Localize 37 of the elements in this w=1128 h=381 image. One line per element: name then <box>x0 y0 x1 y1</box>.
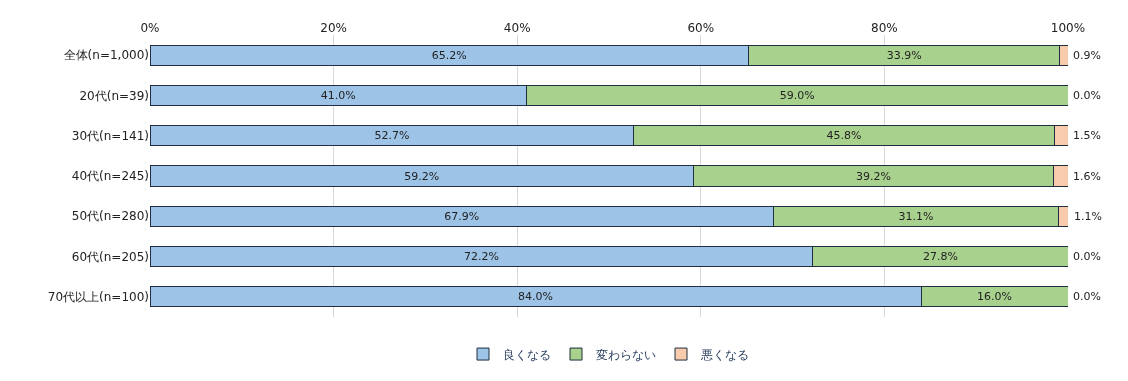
y-tick-label: 60代(n=205) <box>71 249 149 264</box>
y-tick-label: 30代(n=141) <box>71 128 149 143</box>
data-label: 0.9% <box>1073 49 1101 62</box>
y-tick-label: 20代(n=39) <box>79 88 149 103</box>
legend-label: 良くなる <box>503 347 551 362</box>
legend-label: 変わらない <box>596 347 656 362</box>
data-label: 31.1% <box>898 209 934 223</box>
data-label: 41.0% <box>320 88 356 102</box>
y-tick-label: 50代(n=280) <box>71 209 149 224</box>
data-label: 59.2% <box>404 169 440 183</box>
y-tick-label: 70代以上(n=100) <box>47 290 149 305</box>
y-tick-label: 全体(n=1,000) <box>63 48 149 63</box>
legend-label: 悪くなる <box>700 347 749 362</box>
data-label: 59.0% <box>779 88 815 102</box>
x-tick-label: 100% <box>1050 20 1086 35</box>
data-label: 16.0% <box>977 290 1013 304</box>
data-label: 1.1% <box>1074 210 1102 223</box>
data-label: 0.0% <box>1073 89 1101 102</box>
data-label: 1.6% <box>1073 170 1101 183</box>
x-tick-label: 20% <box>320 20 347 35</box>
x-tick-label: 80% <box>871 20 898 35</box>
data-label: 39.2% <box>855 169 891 183</box>
x-tick-label: 40% <box>503 20 531 35</box>
data-label: 72.2% <box>463 250 499 264</box>
data-label: 33.9% <box>886 48 922 62</box>
data-label: 1.5% <box>1073 129 1101 142</box>
data-label: 0.0% <box>1073 250 1101 263</box>
data-label: 65.2% <box>431 48 467 62</box>
data-label: 84.0% <box>518 290 554 304</box>
data-label: 45.8% <box>826 129 862 143</box>
y-tick-label: 40代(n=245) <box>71 169 149 184</box>
data-label: 27.8% <box>922 250 958 264</box>
x-tick-label: 0% <box>140 20 160 35</box>
data-label: 0.0% <box>1073 290 1101 303</box>
x-tick-label: 60% <box>687 20 715 35</box>
data-label: 52.7% <box>374 129 410 143</box>
data-label: 67.9% <box>444 209 480 223</box>
